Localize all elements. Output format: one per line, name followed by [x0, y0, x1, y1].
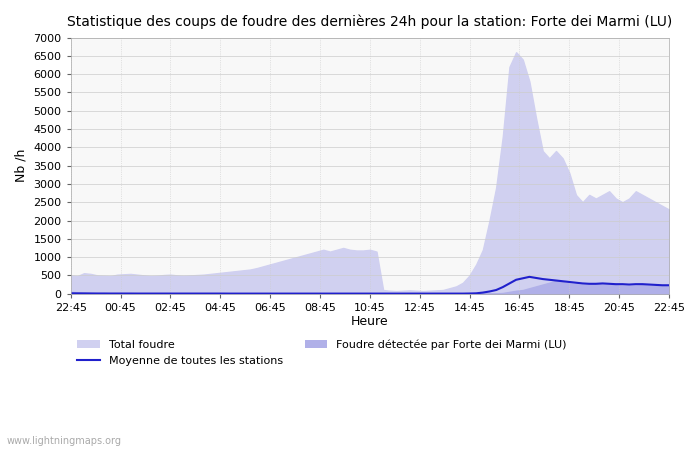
Text: www.lightningmaps.org: www.lightningmaps.org — [7, 436, 122, 446]
Title: Statistique des coups de foudre des dernières 24h pour la station: Forte dei Mar: Statistique des coups de foudre des dern… — [67, 15, 673, 30]
Legend: Total foudre, Moyenne de toutes les stations, Foudre détectée par Forte dei Marm: Total foudre, Moyenne de toutes les stat… — [73, 335, 571, 370]
X-axis label: Heure: Heure — [351, 315, 388, 328]
Y-axis label: Nb /h: Nb /h — [15, 149, 28, 182]
